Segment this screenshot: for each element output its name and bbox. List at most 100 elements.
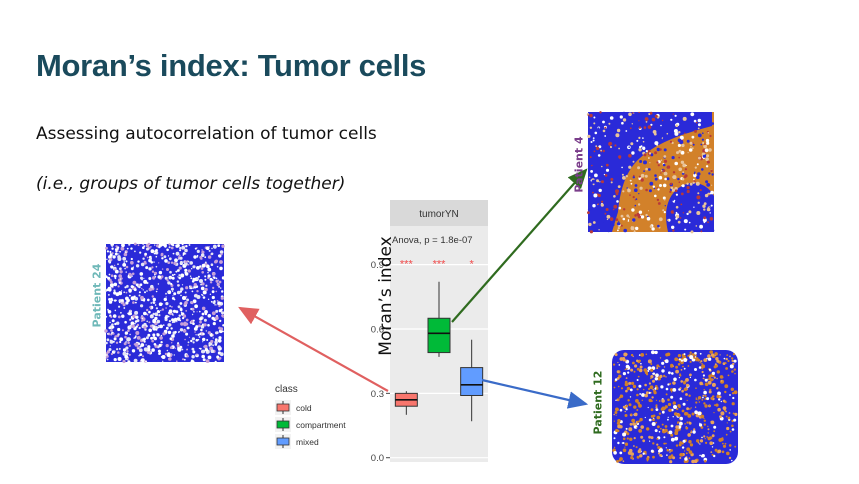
cell-dot: [713, 425, 717, 429]
cell-dot: [673, 210, 676, 213]
cell-dot: [128, 289, 132, 293]
cell-dot: [649, 181, 654, 186]
cell-dot: [177, 276, 179, 278]
cell-dot: [702, 199, 705, 202]
cell-dot: [690, 430, 693, 432]
cell-dot: [627, 451, 632, 455]
cell-dot: [181, 284, 184, 286]
cell-dot: [192, 319, 195, 322]
cell-dot: [648, 189, 652, 193]
cell-dot: [649, 225, 653, 228]
cell-dot: [638, 448, 642, 451]
cell-dot: [218, 280, 222, 284]
cell-dot: [152, 318, 157, 323]
cell-dot: [108, 294, 110, 296]
cell-dot: [178, 276, 182, 280]
cell-dot: [131, 349, 136, 353]
cell-dot: [721, 450, 725, 454]
cell-dot: [630, 456, 634, 460]
cell-dot: [186, 298, 190, 302]
cell-dot: [679, 187, 684, 191]
cell-dot: [134, 342, 139, 347]
cell-dot: [166, 349, 169, 352]
cell-dot: [173, 261, 177, 266]
cell-dot: [117, 255, 121, 259]
cell-dot: [708, 390, 712, 394]
cell-dot: [724, 442, 727, 445]
cell-dot: [665, 393, 668, 396]
cell-dot: [625, 364, 630, 369]
cell-dot: [672, 401, 676, 405]
cell-dot: [165, 292, 167, 295]
cell-dot: [638, 354, 641, 356]
cell-dot: [617, 441, 620, 445]
cell-dot: [171, 318, 175, 322]
cell-dot: [599, 142, 603, 146]
cell-dot: [728, 444, 732, 447]
cell-dot: [661, 169, 663, 172]
cell-dot: [173, 273, 176, 276]
cell-dot: [661, 406, 666, 411]
cell-dot: [113, 358, 117, 362]
cell-dot: [625, 404, 628, 408]
legend-label-mixed: mixed: [296, 437, 319, 447]
box-mixed: *: [460, 259, 484, 422]
cell-dot: [204, 261, 207, 264]
cell-dot: [629, 396, 632, 398]
cell-dot: [200, 253, 205, 257]
cell-dot: [670, 454, 674, 457]
cell-dot: [631, 112, 634, 114]
cell-dot: [592, 183, 595, 186]
cell-dot: [643, 160, 647, 165]
cell-dot: [702, 377, 705, 380]
cell-dot: [191, 290, 194, 293]
cell-dot: [716, 377, 718, 380]
cell-dot: [643, 153, 647, 157]
arrow-cold-to-patient-24: [238, 306, 389, 392]
cell-dot: [693, 119, 697, 123]
cell-dot: [622, 118, 627, 122]
cell-dot: [165, 344, 169, 348]
anova-annotation: Anova, p = 1.8e-07: [392, 235, 473, 246]
cell-dot: [205, 330, 207, 332]
cell-dot: [114, 335, 117, 338]
cell-dot: [216, 304, 218, 306]
cell-dot: [706, 436, 709, 438]
cell-dot: [152, 312, 155, 316]
cell-dot: [147, 298, 150, 302]
cell-dot: [217, 301, 222, 306]
cell-dot: [720, 379, 723, 382]
cell-dot: [697, 411, 702, 416]
cell-dot: [600, 192, 604, 195]
patient-4-label: Patient 4: [572, 136, 586, 193]
cell-dot: [645, 391, 649, 395]
cell-dot: [129, 294, 131, 297]
cell-dot: [220, 287, 222, 289]
cell-dot: [687, 365, 690, 367]
cell-dot: [121, 314, 125, 318]
cell-dot: [170, 287, 174, 291]
cell-dot: [692, 143, 695, 146]
cell-dot: [142, 246, 145, 249]
cell-dot: [652, 130, 657, 134]
cell-dot: [683, 367, 686, 370]
cell-dot: [656, 367, 659, 370]
cell-dot: [675, 444, 679, 447]
cell-dot: [636, 455, 640, 459]
cell-dot: [218, 348, 221, 351]
cell-dot: [689, 373, 692, 377]
cell-dot: [670, 449, 673, 452]
cell-dot: [619, 357, 624, 361]
cell-dot: [167, 281, 171, 285]
cell-dot: [696, 439, 700, 443]
cell-dot: [674, 161, 678, 166]
cell-dot: [113, 274, 117, 278]
cell-dot: [638, 404, 642, 408]
cell-dot: [215, 277, 218, 280]
cell-dot: [170, 282, 173, 286]
y-tick-label: 0.6: [371, 324, 384, 335]
cell-dot: [160, 341, 163, 344]
cell-dot: [160, 253, 164, 257]
cell-dot: [612, 224, 615, 226]
cell-dot: [187, 269, 191, 273]
